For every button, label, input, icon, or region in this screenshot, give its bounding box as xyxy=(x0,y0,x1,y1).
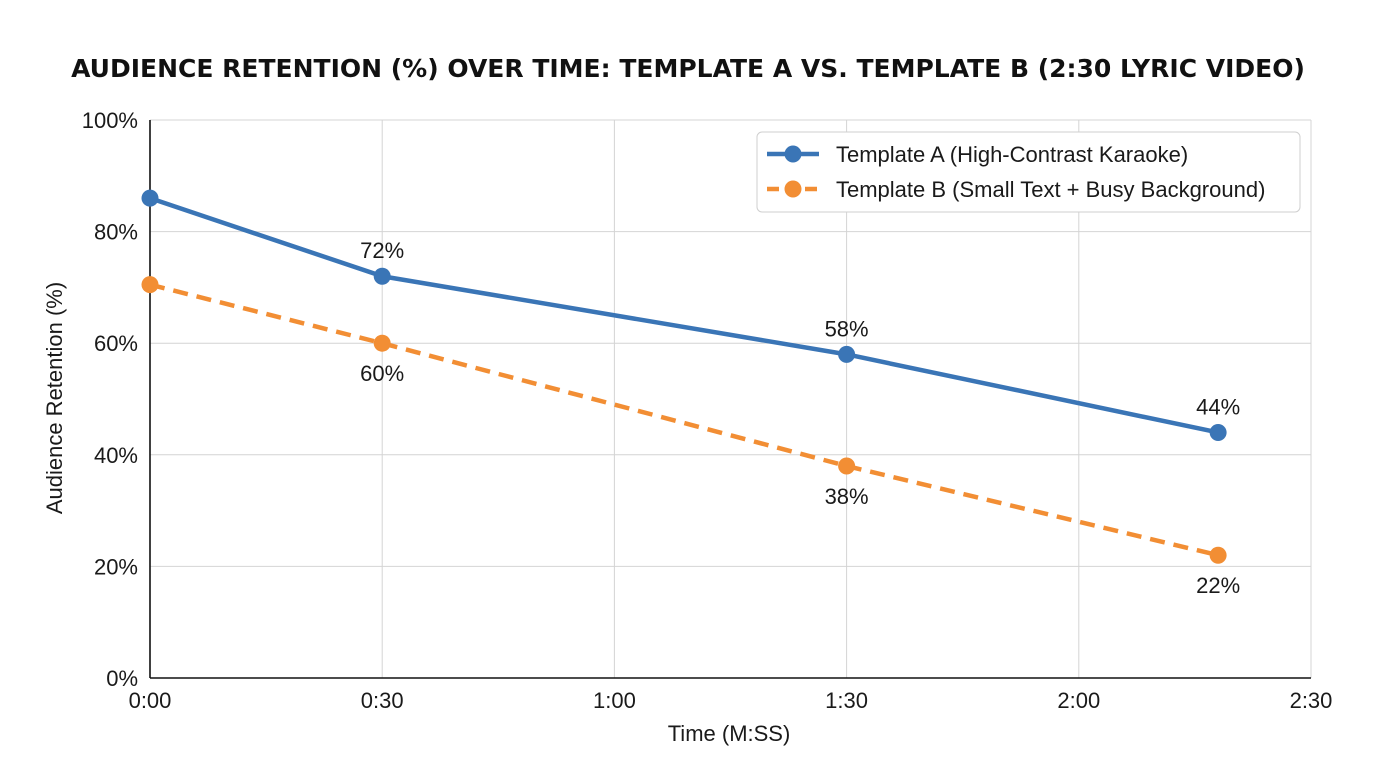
x-tick-label: 2:00 xyxy=(1057,688,1100,713)
series-group xyxy=(141,189,1227,564)
data-point xyxy=(1209,546,1227,564)
chart-title: AUDIENCE RETENTION (%) OVER TIME: TEMPLA… xyxy=(71,54,1305,83)
y-tick-label: 100% xyxy=(82,108,138,133)
y-tick-label: 60% xyxy=(94,331,138,356)
legend: Template A (High-Contrast Karaoke) Templa… xyxy=(756,131,1301,213)
data-label: 38% xyxy=(825,484,869,509)
legend-marker xyxy=(784,180,802,198)
data-point xyxy=(141,276,159,294)
series-line-template-a xyxy=(147,195,1221,435)
x-axis-title: Time (M:SS) xyxy=(668,721,791,746)
x-tick-label: 0:30 xyxy=(361,688,404,713)
legend-label: Template B (Small Text + Busy Background… xyxy=(836,177,1265,202)
y-tick-label: 80% xyxy=(94,220,138,245)
x-tick-label: 1:00 xyxy=(593,688,636,713)
y-axis-title: Audience Retention (%) xyxy=(42,282,67,514)
data-point xyxy=(373,334,391,352)
data-labels: 72% 58% 44% 60% 38% 22% xyxy=(360,238,1240,598)
y-tick-label: 0% xyxy=(106,666,138,691)
data-point xyxy=(838,345,856,363)
axes: 0% 20% 40% 60% 80% 100% 0:00 0:30 1:00 1:30 2:00 2:… xyxy=(82,108,1333,713)
data-point xyxy=(838,457,856,475)
data-point xyxy=(1209,423,1227,441)
legend-box xyxy=(756,131,1301,213)
legend-marker xyxy=(784,145,802,163)
data-label: 44% xyxy=(1196,394,1240,419)
data-point xyxy=(141,189,159,207)
legend-label: Template A (High-Contrast Karaoke) xyxy=(836,142,1188,167)
data-label: 60% xyxy=(360,361,404,386)
data-point xyxy=(373,267,391,285)
x-tick-label: 1:30 xyxy=(825,688,868,713)
y-tick-label: 20% xyxy=(94,554,138,579)
data-label: 22% xyxy=(1196,573,1240,598)
y-tick-label: 40% xyxy=(94,443,138,468)
x-tick-label: 2:30 xyxy=(1290,688,1333,713)
grid xyxy=(150,119,1312,678)
x-tick-label: 0:00 xyxy=(129,688,172,713)
data-label: 72% xyxy=(360,238,404,263)
data-label: 58% xyxy=(825,316,869,341)
